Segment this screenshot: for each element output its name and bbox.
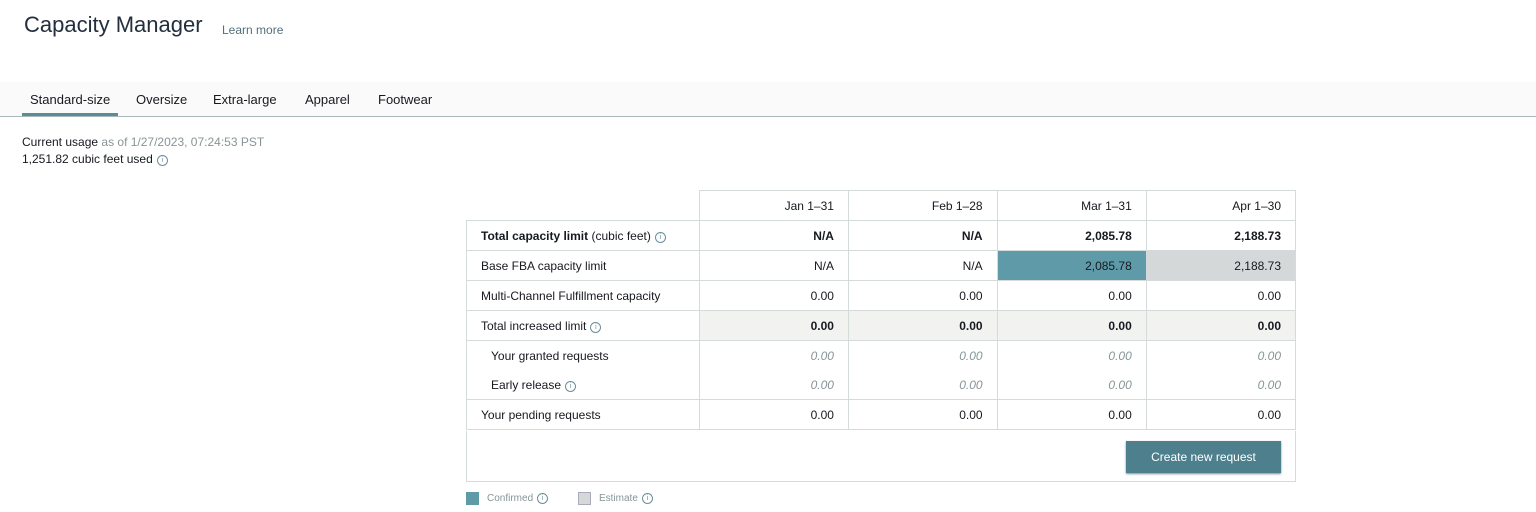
cell: 0.00 [1145,370,1297,400]
row-label: Early release i [465,370,701,400]
table-row: Total capacity limit (cubic feet) i N/A N/… [465,220,1297,251]
row-label: Your granted requests [465,340,701,370]
row-label: Base FBA capacity limit [465,250,701,281]
cell: N/A [699,250,849,281]
cell: 0.00 [996,280,1147,311]
cell: N/A [847,220,998,251]
page-title: Capacity Manager [24,12,203,37]
column-header: Feb 1–28 [847,190,998,221]
cell: 0.00 [1145,340,1297,370]
cell: 0.00 [699,399,849,430]
capacity-table: Jan 1–31 Feb 1–28 Mar 1–31 Apr 1–30 Tota… [465,190,1297,430]
cell: N/A [847,250,998,281]
confirmed-cell: 2,085.78 [996,250,1147,281]
table-row: Total increased limit i 0.00 0.00 0.00 0.00 [465,310,1297,341]
row-label: Multi-Channel Fulfillment capacity [465,280,701,311]
learn-more-link[interactable]: Learn more [222,23,284,37]
estimate-cell: 2,188.73 [1145,250,1297,281]
current-usage: Current usage as of 1/27/2023, 07:24:53 … [22,134,264,168]
cell: 0.00 [847,370,998,400]
cell: 2,188.73 [1145,220,1297,251]
create-new-request-button[interactable]: Create new request [1126,441,1281,473]
cell: 0.00 [847,310,998,341]
info-icon[interactable]: i [641,493,653,504]
table-row: Early release i 0.00 0.00 0.00 0.00 [465,370,1297,400]
tab-apparel[interactable]: Apparel [305,92,350,107]
cell: 0.00 [1145,310,1297,341]
usage-label: Current usage [22,135,99,149]
row-label: Your pending requests [465,399,701,430]
column-header: Jan 1–31 [699,190,849,221]
usage-value: 1,251.82 cubic feet used [22,152,153,166]
size-tabs: Standard-size Oversize Extra-large Appar… [0,82,1536,117]
cell: 0.00 [699,310,849,341]
info-icon[interactable]: i [156,155,168,166]
cell: 0.00 [699,370,849,400]
column-header: Mar 1–31 [996,190,1147,221]
cell: 0.00 [996,340,1147,370]
legend-estimate: Estimate i [578,492,653,505]
tab-standard-size[interactable]: Standard-size [21,92,119,116]
cell: 0.00 [1145,399,1297,430]
column-header: Apr 1–30 [1145,190,1297,221]
table-row: Your granted requests 0.00 0.00 0.00 0.00 [465,340,1297,370]
cell: 0.00 [996,310,1147,341]
tab-extra-large[interactable]: Extra-large [213,92,277,107]
table-row: Base FBA capacity limit N/A N/A 2,085.78 2,… [465,250,1297,281]
row-label: Total increased limit i [465,310,701,341]
info-icon[interactable]: i [654,231,666,243]
cell: 0.00 [699,340,849,370]
cell: N/A [699,220,849,251]
table-row: Multi-Channel Fulfillment capacity 0.00 0… [465,280,1297,311]
table-footer: Create new request [466,431,1296,482]
cell: 0.00 [847,340,998,370]
legend-confirmed: Confirmed i [466,492,549,505]
table-row: Your pending requests 0.00 0.00 0.00 0.00 [465,399,1297,430]
tab-footwear[interactable]: Footwear [378,92,433,107]
info-icon[interactable]: i [537,493,549,504]
cell: 0.00 [1145,280,1297,311]
cell: 0.00 [996,399,1147,430]
confirmed-swatch [466,492,479,505]
cell: 0.00 [996,370,1147,400]
cell: 2,085.78 [996,220,1147,251]
cell: 0.00 [847,280,998,311]
table-header-row: Jan 1–31 Feb 1–28 Mar 1–31 Apr 1–30 [465,190,1297,221]
usage-timestamp: as of 1/27/2023, 07:24:53 PST [101,135,265,149]
info-icon[interactable]: i [565,380,577,392]
info-icon[interactable]: i [590,321,602,333]
tab-oversize[interactable]: Oversize [136,92,188,107]
estimate-swatch [578,492,591,505]
row-label: Total capacity limit (cubic feet) i [465,220,701,251]
cell: 0.00 [847,399,998,430]
cell: 0.00 [699,280,849,311]
